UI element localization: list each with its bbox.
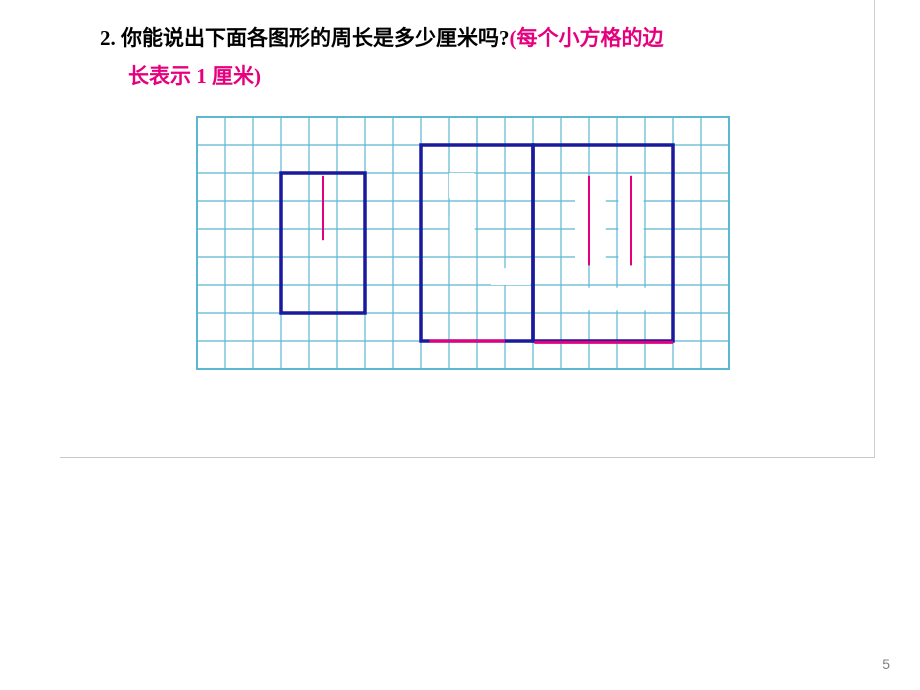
grid-diagram [195, 115, 731, 376]
question-hint-2: 长表示 1 厘米) [128, 58, 664, 96]
page-number: 5 [882, 656, 890, 672]
question-number: 2. [100, 26, 116, 50]
question-hint-1: (每个小方格的边 [510, 26, 664, 50]
question-block: 2. 你能说出下面各图形的周长是多少厘米吗?(每个小方格的边 长表示 1 厘米) [100, 20, 664, 96]
question-text: 你能说出下面各图形的周长是多少厘米吗? [121, 26, 510, 50]
grid-svg [195, 115, 731, 371]
